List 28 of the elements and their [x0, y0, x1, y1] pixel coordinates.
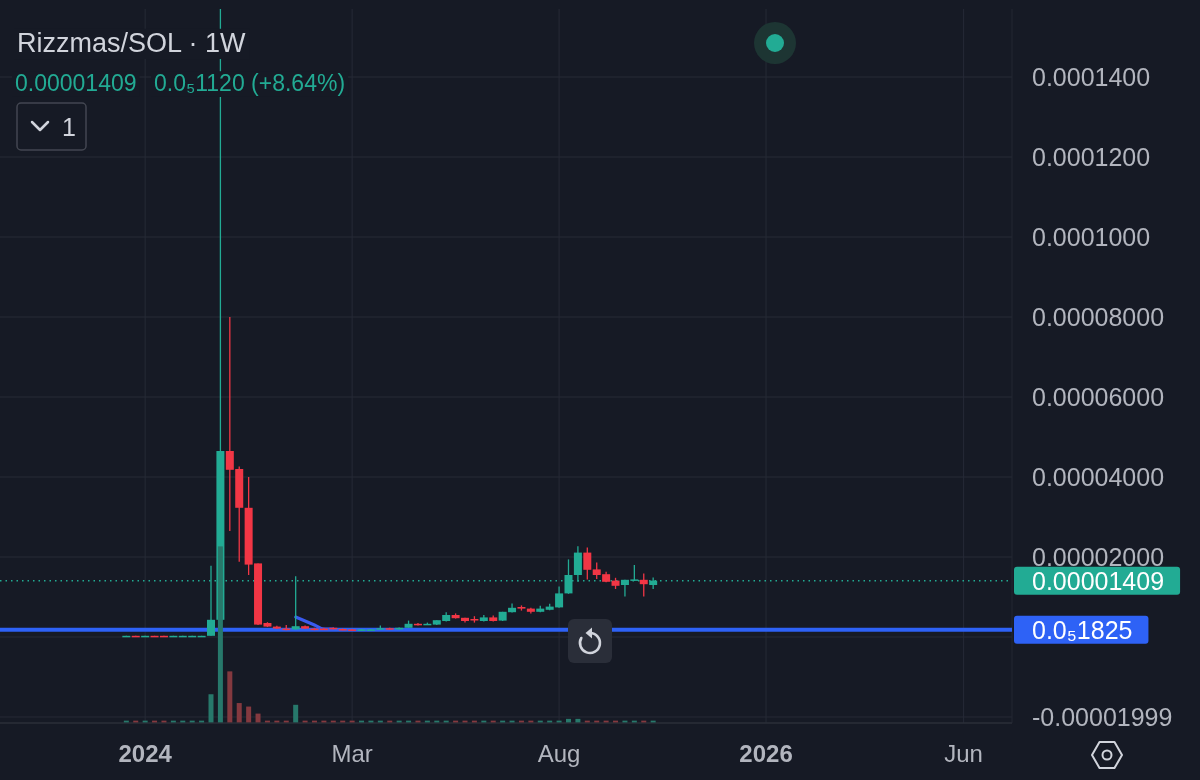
x-tick-label: Aug	[537, 739, 581, 767]
candlestick	[555, 585, 564, 609]
annotation: 1	[62, 113, 76, 141]
ref-line-label: 0.0₅1825	[1032, 615, 1133, 644]
candlestick	[639, 572, 648, 598]
y-tick-label: 0.00006000	[1032, 383, 1165, 411]
y-tick-label: 0.00004000	[1032, 463, 1165, 491]
x-tick-label: 2024	[118, 739, 173, 767]
bar	[208, 694, 214, 723]
y-tick-label: 0.0001200	[1032, 143, 1151, 171]
candlestick	[583, 546, 592, 581]
y-tick-label: 0.0001000	[1032, 223, 1151, 251]
bar	[255, 713, 261, 723]
bar	[236, 703, 242, 723]
bar	[227, 671, 233, 723]
x-tick-label: Mar	[331, 739, 373, 767]
y-tick-label: 0.0001400	[1032, 63, 1151, 91]
annotation: 0.0₅1120 (+8.64%)	[154, 70, 346, 96]
y-tick-label: -0.00001999	[1032, 702, 1173, 731]
x-tick-label: 2026	[739, 739, 793, 767]
y-tick-label: 0.00008000	[1032, 303, 1165, 331]
text: Rizzmas/SOL · 1W	[17, 28, 247, 58]
bar	[246, 706, 252, 723]
candlestick	[573, 545, 582, 583]
candlestick	[508, 602, 517, 614]
annotation: 0.00001409	[15, 70, 137, 96]
bar	[293, 704, 299, 723]
x-tick-label: Jun	[944, 739, 983, 767]
